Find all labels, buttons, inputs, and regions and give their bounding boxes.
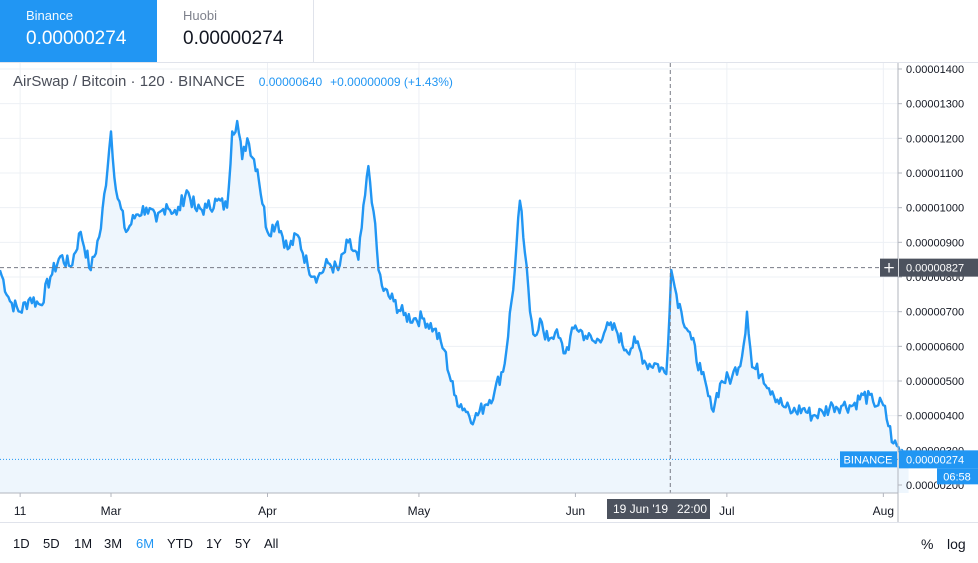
crosshair-time-label: 22:00 [677, 502, 707, 516]
crosshair-time-bg [607, 499, 710, 519]
price-tick-label: 0.00000900 [906, 237, 964, 249]
header-divider [0, 62, 978, 63]
range-button-ytd[interactable]: YTD [167, 536, 193, 551]
range-button-5y[interactable]: 5Y [235, 536, 251, 551]
time-tick-label: Mar [101, 504, 122, 518]
range-button-all[interactable]: All [264, 536, 279, 551]
time-tick-label: Jun [566, 504, 585, 518]
symbol-label: AirSwap / Bitcoin · 120 · BINANCE [13, 73, 245, 90]
price-tick-label: 0.00000400 [906, 411, 964, 423]
legend-value: 0.00000640 [258, 75, 323, 89]
range-button-5d[interactable]: 5D [43, 536, 60, 551]
percent-scale-button[interactable]: % [921, 536, 934, 552]
exchange-tabs: Binance 0.00000274 Huobi 0.00000274 [0, 0, 314, 62]
range-button-1d[interactable]: 1D [13, 536, 30, 551]
range-toolbar: 1D 5D 1M 3M 6M YTD 1Y 5Y All % log [0, 522, 978, 563]
price-tick-label: 0.00001000 [906, 203, 964, 215]
time-tick-label: Aug [873, 504, 894, 518]
countdown-label: 06:58 [943, 471, 971, 483]
range-button-1y[interactable]: 1Y [206, 536, 222, 551]
price-tick-label: 0.00001400 [906, 64, 964, 76]
exchange-tag-label: BINANCE [844, 454, 893, 466]
exchange-tag-bg [840, 451, 897, 468]
crosshair-price-bg [899, 258, 978, 277]
price-tick-label: 0.00001300 [906, 99, 964, 111]
log-scale-button[interactable]: log [947, 536, 966, 552]
time-tick-label: May [408, 504, 431, 518]
exchange-name: Huobi [183, 8, 217, 23]
crosshair-plus-icon: + [883, 259, 896, 277]
price-tick-label: 0.00001100 [906, 168, 963, 180]
range-button-1m[interactable]: 1M [74, 536, 93, 551]
exchange-tab-huobi[interactable]: Huobi 0.00000274 [157, 0, 314, 62]
exchange-price: 0.00000274 [26, 28, 127, 49]
price-chart[interactable]: 0.000002000.000003000.000004000.00000500… [0, 63, 978, 522]
price-tick-label: 0.00000700 [906, 307, 964, 319]
range-button-6m[interactable]: 6M [136, 536, 155, 551]
series-line [0, 119, 910, 464]
time-tick-label: 11 [14, 504, 27, 518]
price-tick-label: 0.00000500 [906, 376, 964, 388]
time-tick-label: Apr [258, 504, 277, 518]
exchange-tab-binance[interactable]: Binance 0.00000274 [0, 0, 157, 62]
crosshair-price-label: 0.00000827 [906, 263, 964, 275]
price-tick-label: 0.00001200 [906, 133, 964, 145]
time-tick-label: Jul [719, 504, 734, 518]
crosshair-date-label: 19 Jun '19 [613, 502, 668, 516]
chart-legend: AirSwap / Bitcoin · 120 · BINANCE 0.0000… [13, 73, 453, 90]
exchange-price: 0.00000274 [183, 28, 284, 49]
crosshair-plus-button [880, 258, 898, 277]
exchange-name: Binance [26, 8, 73, 23]
range-button-3m[interactable]: 3M [104, 536, 123, 551]
legend-change: +0.00000009 (+1.43%) [330, 75, 453, 89]
countdown-bg [937, 468, 978, 485]
price-tick-label: 0.00000600 [906, 341, 964, 353]
last-price-label: 0.00000274 [906, 454, 964, 466]
last-price-bg [899, 450, 978, 469]
area-fill [0, 121, 909, 493]
